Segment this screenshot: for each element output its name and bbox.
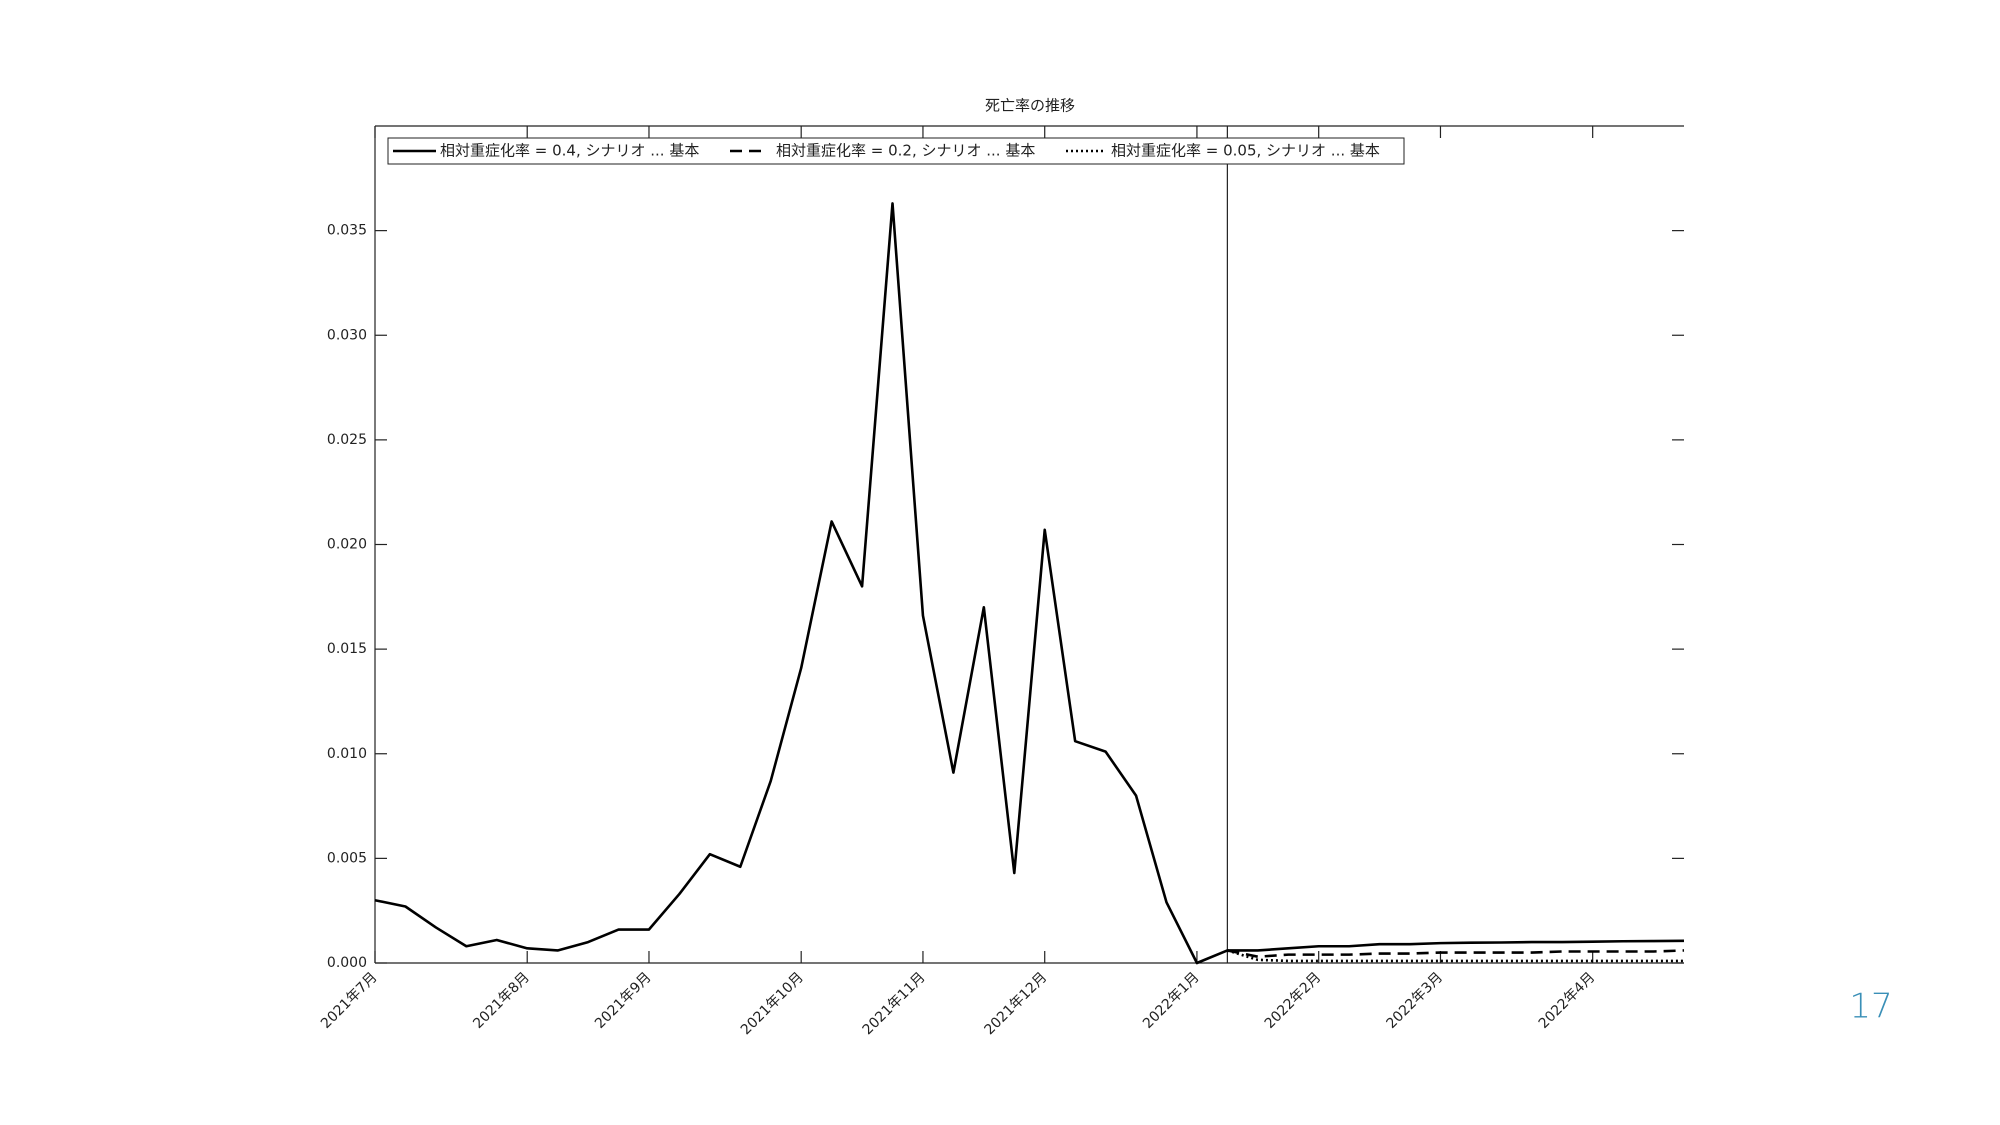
legend: 相対重症化率 = 0.4, シナリオ ... 基本 相対重症化率 = 0.2, シ…	[387, 137, 1405, 165]
y-tick-label: 0.000	[327, 955, 367, 971]
x-tick-label: 2021年9月	[592, 969, 655, 1032]
legend-box	[387, 137, 1405, 165]
x-tick-label: 2021年12月	[981, 969, 1050, 1038]
x-tick-label: 2022年2月	[1262, 969, 1325, 1032]
x-tick-label: 2022年1月	[1140, 969, 1203, 1032]
y-tick-label: 0.035	[327, 223, 367, 239]
legend-label: 相対重症化率 = 0.2, シナリオ ... 基本	[776, 142, 1035, 160]
x-tick-label: 2021年8月	[470, 969, 533, 1032]
page-number: 17	[1849, 987, 1892, 1027]
legend-label: 相対重症化率 = 0.4, シナリオ ... 基本	[440, 142, 699, 160]
y-tick-label: 0.010	[327, 746, 367, 762]
series-line	[1227, 949, 1685, 959]
x-tick-label: 2022年4月	[1536, 969, 1599, 1032]
series-line	[1226, 949, 1684, 963]
y-tick-label: 0.020	[327, 537, 367, 553]
legend-label: 相対重症化率 = 0.05, シナリオ ... 基本	[1111, 142, 1380, 160]
x-tick-label: 2021年11月	[860, 969, 929, 1038]
x-tick-label: 2021年10月	[738, 969, 807, 1038]
series-line	[374, 202, 1685, 965]
x-tick-label: 2021年7月	[318, 969, 381, 1032]
x-tick-label: 2022年3月	[1384, 969, 1447, 1032]
y-tick-label: 0.005	[327, 850, 367, 866]
y-tick-label: 0.015	[327, 641, 367, 657]
y-tick-label: 0.025	[327, 432, 367, 448]
chart-title: 死亡率の推移	[985, 97, 1075, 115]
y-tick-label: 0.030	[327, 327, 367, 343]
